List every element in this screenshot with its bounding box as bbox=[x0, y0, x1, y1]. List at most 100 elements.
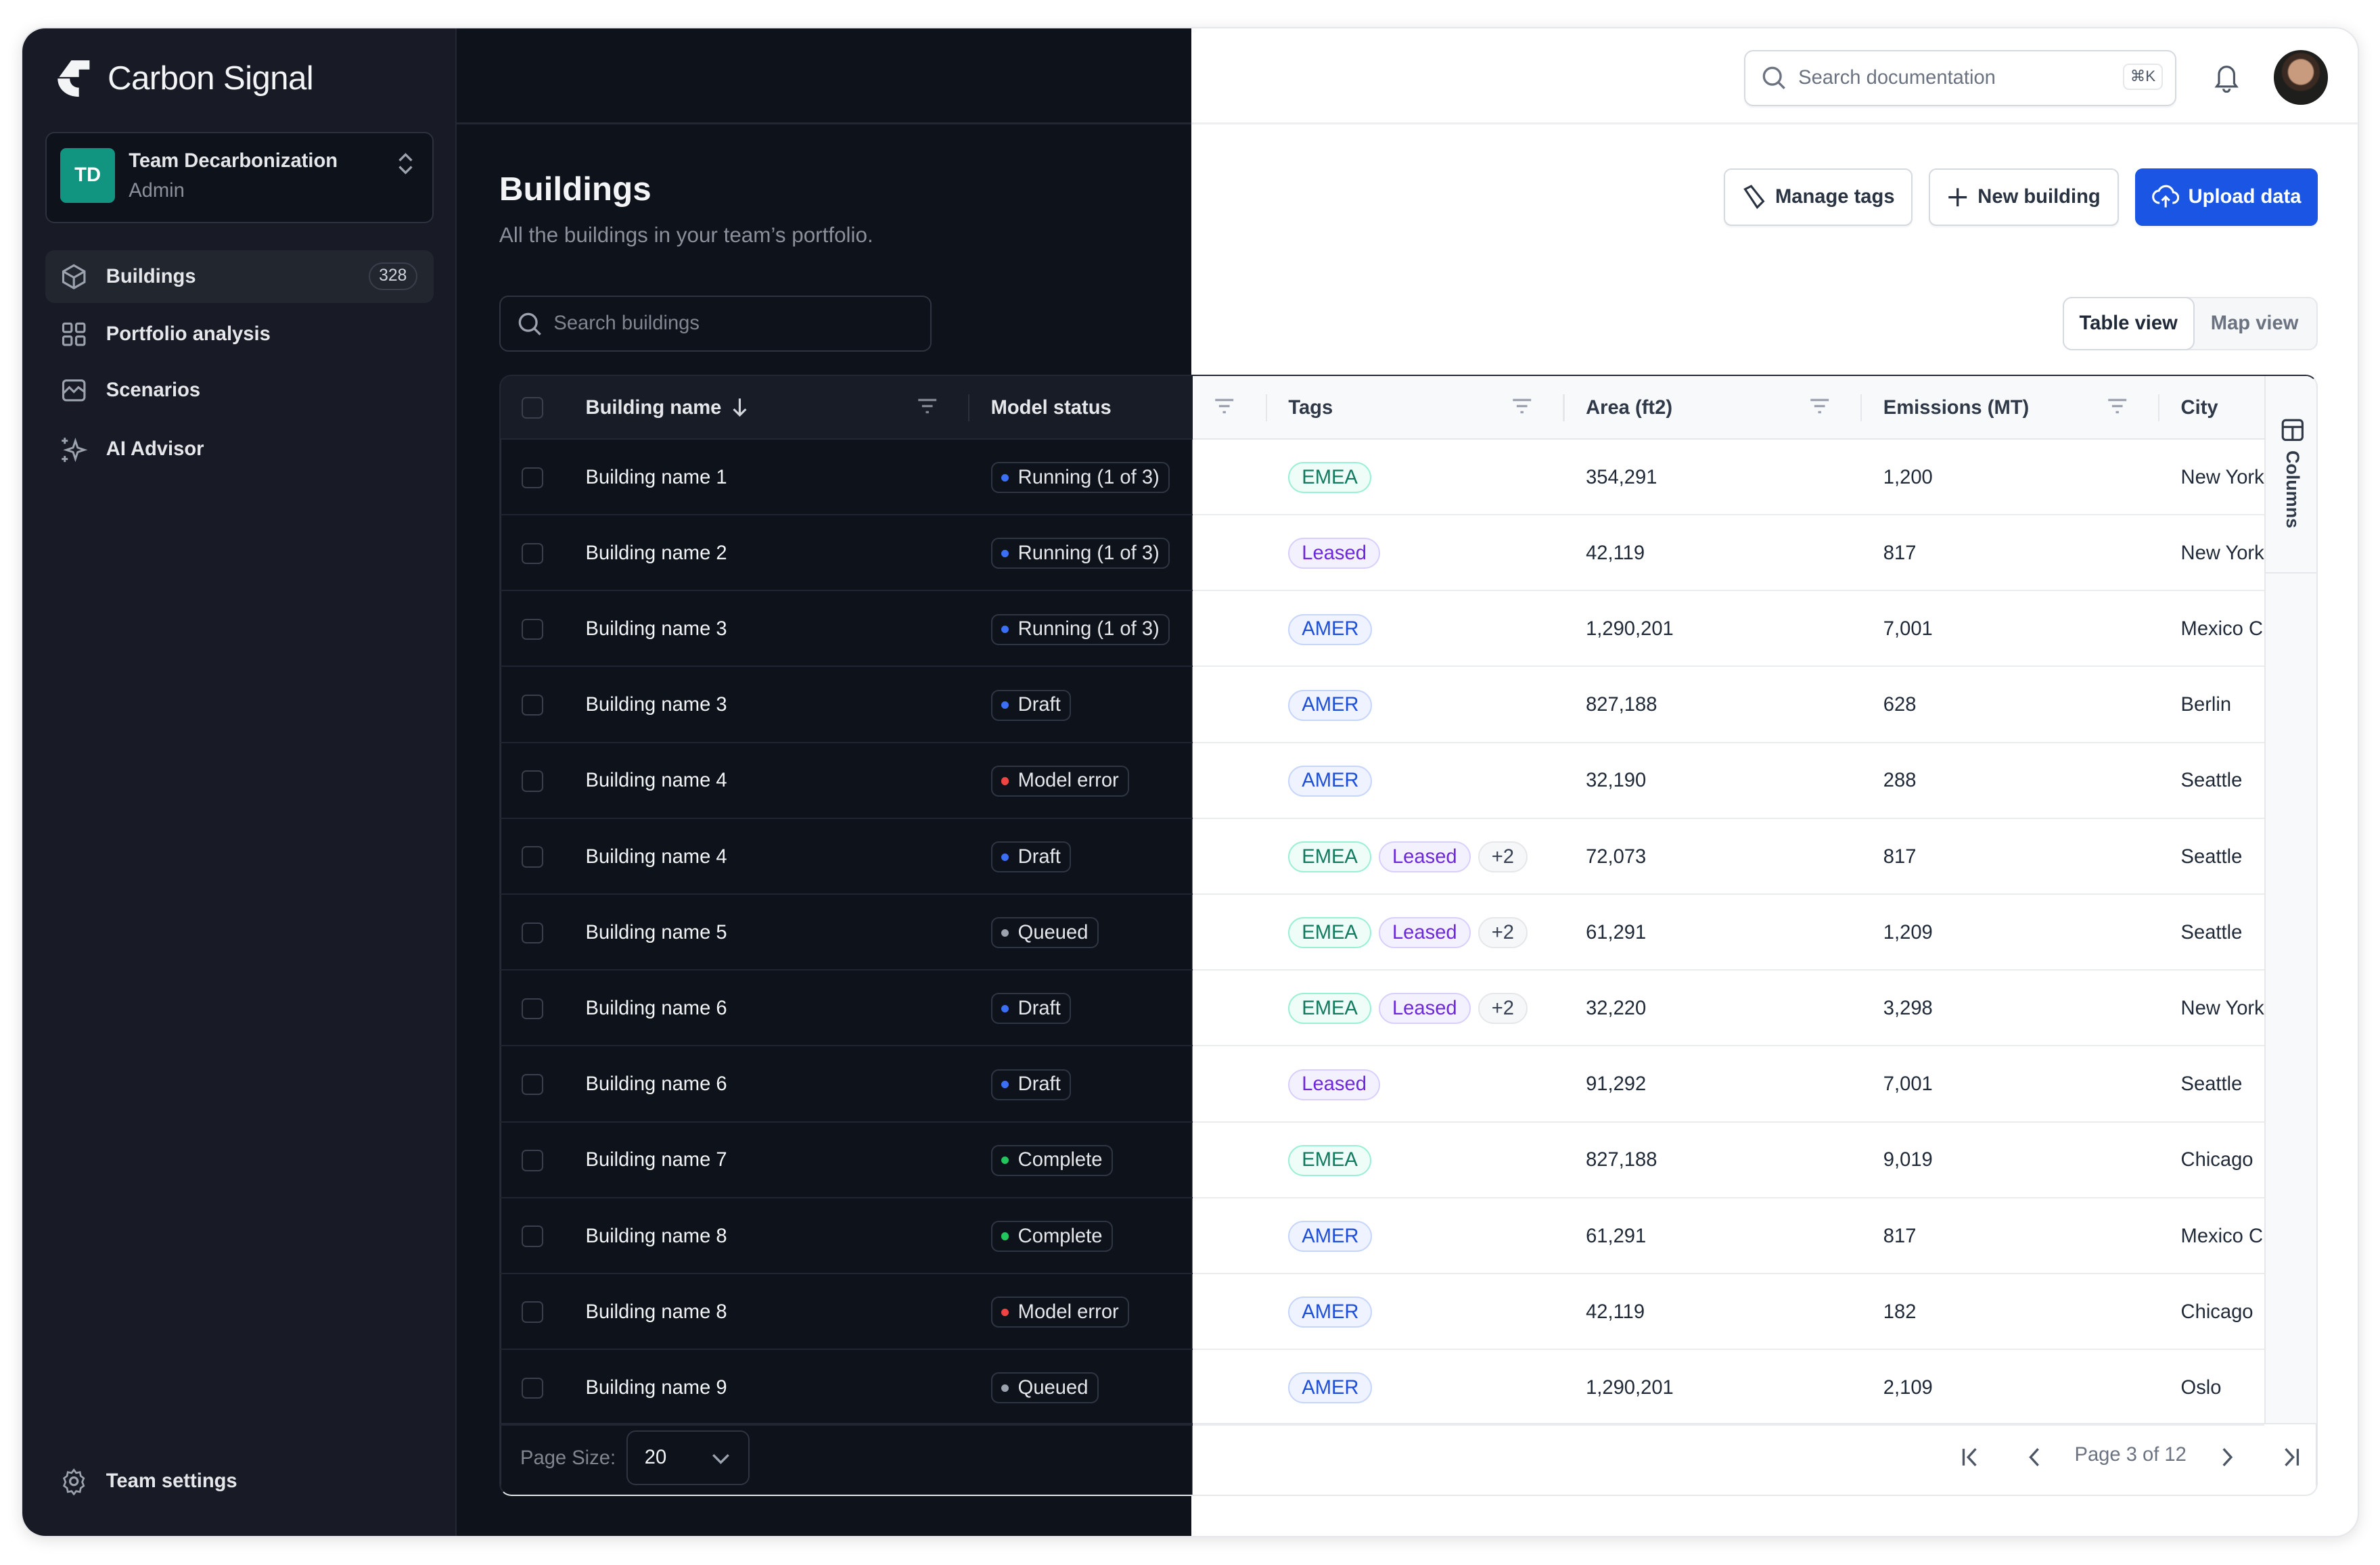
sidebar-item-portfolio-analysis[interactable]: Portfolio analysis bbox=[45, 308, 434, 361]
building-name-cell[interactable]: Building name 4 bbox=[585, 845, 727, 868]
user-avatar[interactable] bbox=[2273, 49, 2329, 105]
table-row[interactable]: Building name 6 Draft Leased 91,292 7,00… bbox=[500, 1046, 2264, 1123]
sidebar-item-ai-advisor[interactable]: AI Advisor bbox=[45, 423, 434, 477]
city-cell: New York bbox=[2180, 542, 2264, 564]
status-label: Queued bbox=[1017, 1376, 1089, 1399]
row-checkbox[interactable] bbox=[522, 922, 543, 943]
building-name-cell[interactable]: Building name 9 bbox=[585, 1376, 727, 1399]
column-header-model-status[interactable]: Model status bbox=[991, 376, 1112, 440]
building-name-cell[interactable]: Building name 6 bbox=[585, 1073, 727, 1096]
search-buildings-input[interactable]: Search buildings bbox=[499, 296, 932, 352]
manage-tags-button[interactable]: Manage tags bbox=[1724, 168, 1913, 227]
column-divider[interactable] bbox=[1860, 394, 1862, 422]
column-divider[interactable] bbox=[1563, 394, 1565, 422]
column-label: Model status bbox=[990, 396, 1112, 419]
building-name-cell[interactable]: Building name 3 bbox=[585, 618, 727, 640]
table-row[interactable]: Building name 4 Draft EMEA Leased +2 72,07… bbox=[500, 819, 2264, 895]
columns-label: Columns bbox=[2282, 450, 2303, 528]
building-name-cell[interactable]: Building name 5 bbox=[585, 921, 727, 943]
team-switcher[interactable]: TD Team Decarbonization Admin bbox=[45, 131, 434, 223]
row-checkbox[interactable] bbox=[522, 1150, 543, 1171]
table-view-tab[interactable]: Table view bbox=[2062, 297, 2195, 351]
filter-icon[interactable] bbox=[1214, 397, 1235, 415]
column-header-tags[interactable]: Tags bbox=[1288, 376, 1333, 440]
row-checkbox[interactable] bbox=[522, 846, 543, 868]
next-page-icon[interactable] bbox=[2219, 1447, 2234, 1467]
status-dot-icon bbox=[1001, 853, 1009, 861]
column-header-area[interactable]: Area (ft2) bbox=[1586, 376, 1672, 440]
filter-icon[interactable] bbox=[917, 397, 938, 415]
building-name-cell[interactable]: Building name 4 bbox=[585, 770, 727, 792]
building-name-cell[interactable]: Building name 8 bbox=[585, 1225, 727, 1247]
building-name-cell[interactable]: Building name 1 bbox=[585, 466, 727, 488]
row-checkbox[interactable] bbox=[522, 467, 543, 488]
status-label: Model error bbox=[1017, 770, 1119, 792]
tags-cell: AMER bbox=[1288, 743, 1379, 819]
building-name-cell[interactable]: Building name 3 bbox=[585, 694, 727, 716]
column-divider[interactable] bbox=[967, 394, 970, 422]
column-header-building-name[interactable]: Building name bbox=[586, 376, 749, 440]
row-checkbox[interactable] bbox=[522, 618, 543, 640]
last-page-icon[interactable] bbox=[2283, 1447, 2301, 1467]
bell-icon[interactable] bbox=[2213, 62, 2240, 93]
building-name-cell[interactable]: Building name 7 bbox=[585, 1149, 727, 1171]
page-size-select[interactable]: 20 bbox=[626, 1430, 750, 1485]
status-label: Running (1 of 3) bbox=[1017, 466, 1160, 488]
shortcut-hint: ⌘K bbox=[2122, 63, 2164, 90]
columns-panel-toggle[interactable]: Columns bbox=[2264, 375, 2316, 574]
building-name-cell[interactable]: Building name 6 bbox=[585, 997, 727, 1019]
row-checkbox-cell bbox=[501, 1350, 564, 1426]
city-cell: Seattle bbox=[2180, 1073, 2243, 1096]
city-cell: New York bbox=[2180, 466, 2264, 488]
table-row[interactable]: Building name 8 Complete AMER 61,291 817… bbox=[500, 1198, 2264, 1275]
column-header-emissions[interactable]: Emissions (MT) bbox=[1883, 376, 2029, 440]
sidebar-item-buildings[interactable]: Buildings 328 bbox=[45, 250, 434, 304]
row-checkbox[interactable] bbox=[522, 1073, 543, 1096]
team-settings-link[interactable]: Team settings bbox=[45, 1455, 434, 1508]
table-row[interactable]: Building name 6 Draft EMEA Leased +2 32,22… bbox=[500, 971, 2264, 1047]
row-checkbox[interactable] bbox=[522, 770, 543, 792]
first-page-icon[interactable] bbox=[1961, 1447, 1979, 1467]
status-badge: Running (1 of 3) bbox=[990, 613, 1170, 645]
table-row[interactable]: Building name 5 Queued EMEA Leased +2 61,2… bbox=[500, 895, 2264, 971]
status-badge: Complete bbox=[990, 1221, 1113, 1252]
select-all-checkbox[interactable] bbox=[522, 397, 543, 419]
row-checkbox[interactable] bbox=[522, 1225, 543, 1247]
documentation-search-input[interactable]: Search documentation ⌘K bbox=[1743, 49, 2177, 106]
filter-icon[interactable] bbox=[2107, 397, 2128, 415]
column-divider[interactable] bbox=[1265, 394, 1267, 422]
row-checkbox[interactable] bbox=[522, 998, 543, 1020]
row-checkbox[interactable] bbox=[522, 695, 543, 716]
column-label: Area (ft2) bbox=[1586, 396, 1673, 419]
tags-cell: EMEA Leased +2 bbox=[1288, 895, 1535, 971]
table-row[interactable]: Building name 8 Model error AMER 42,119 … bbox=[500, 1274, 2264, 1351]
row-checkbox[interactable] bbox=[522, 542, 543, 565]
table-row[interactable]: Building name 3 Draft AMER 827,188 628 B… bbox=[500, 667, 2264, 743]
filter-icon[interactable] bbox=[1511, 397, 1532, 415]
sort-descending-icon[interactable] bbox=[731, 397, 749, 418]
building-name-cell[interactable]: Building name 2 bbox=[585, 542, 727, 564]
row-checkbox[interactable] bbox=[522, 1377, 543, 1399]
table-row[interactable]: Building name 2 Running (1 of 3) Leased … bbox=[500, 515, 2264, 592]
tags-cell: AMER bbox=[1288, 1274, 1379, 1350]
table-row[interactable]: Building name 7 Complete EMEA 827,188 9,… bbox=[500, 1122, 2264, 1198]
sidebar-item-scenarios[interactable]: Scenarios bbox=[45, 364, 434, 417]
table-row[interactable]: Building name 9 Queued AMER 1,290,201 2,… bbox=[500, 1350, 2264, 1426]
buildings-table: Building name Model status Tags Area (ft… bbox=[499, 374, 2318, 1496]
building-name-cell[interactable]: Building name 8 bbox=[585, 1301, 727, 1323]
new-building-button[interactable]: New building bbox=[1929, 168, 2119, 227]
column-header-city[interactable]: City bbox=[2181, 376, 2218, 440]
upload-data-button[interactable]: Upload data bbox=[2135, 168, 2318, 227]
column-divider[interactable] bbox=[2157, 394, 2160, 422]
map-view-tab[interactable]: Map view bbox=[2210, 312, 2299, 335]
table-row[interactable]: Building name 1 Running (1 of 3) EMEA 35… bbox=[500, 440, 2264, 516]
tag-badge: AMER bbox=[1288, 1297, 1373, 1328]
table-row[interactable]: Building name 3 Running (1 of 3) AMER 1,… bbox=[500, 591, 2264, 668]
previous-page-icon[interactable] bbox=[2028, 1447, 2042, 1467]
row-checkbox[interactable] bbox=[522, 1301, 543, 1323]
filter-icon[interactable] bbox=[1809, 397, 1830, 415]
tag-badge: EMEA bbox=[1288, 917, 1371, 949]
page-size-label: Page Size: bbox=[520, 1447, 616, 1469]
chevron-down-icon bbox=[712, 1453, 729, 1464]
table-row[interactable]: Building name 4 Model error AMER 32,190 … bbox=[500, 743, 2264, 820]
